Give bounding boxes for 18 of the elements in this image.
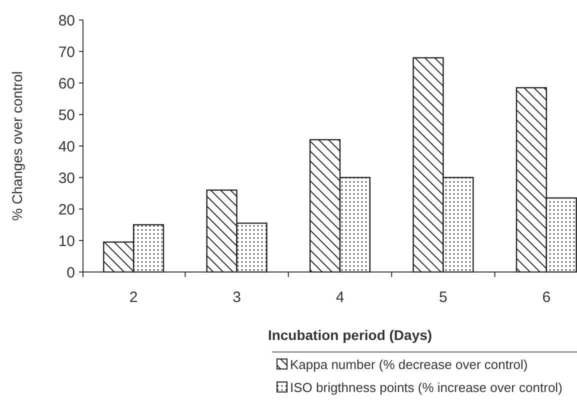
x-tick-label: 2 (129, 289, 138, 306)
x-tick-label: 5 (439, 289, 448, 306)
y-tick-label: 20 (58, 201, 75, 218)
y-tick-label: 30 (58, 170, 75, 187)
y-tick-label: 80 (58, 12, 75, 30)
legend-label: Kappa number (% decrease over control) (290, 357, 528, 372)
x-tick-label: 3 (232, 289, 241, 306)
y-tick-label: 70 (58, 44, 75, 61)
y-tick-label: 40 (58, 138, 75, 156)
y-axis-title: % Changes over control (9, 71, 25, 221)
x-axis-title: Incubation period (Days) (268, 327, 432, 343)
y-tick-label: 50 (58, 106, 75, 124)
y-tick-label: 60 (58, 75, 75, 92)
x-tick-label: 4 (336, 289, 344, 306)
y-tick-label: 0 (66, 264, 75, 282)
x-tick-label: 6 (542, 289, 551, 306)
y-tick-label: 10 (58, 232, 75, 250)
legend-label: ISO brigthness points (% increase over control) (290, 380, 562, 395)
